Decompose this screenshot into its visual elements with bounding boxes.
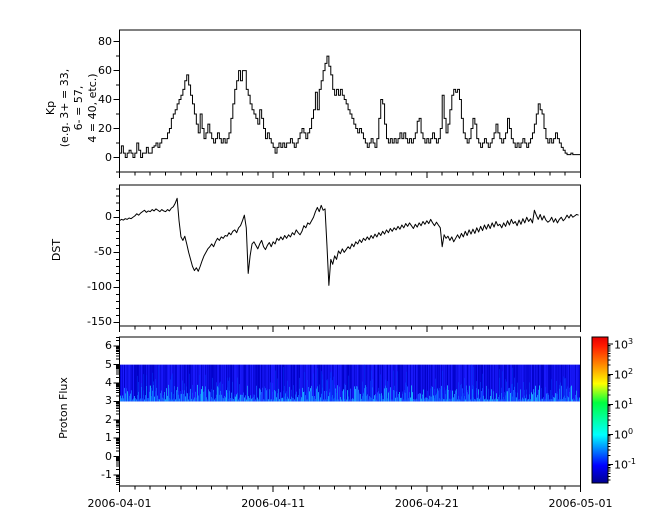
kp-ytick-label: 0 — [105, 150, 112, 164]
proton-ytick-label: -1 — [101, 467, 112, 481]
dst-ytick-label: -50 — [94, 245, 112, 259]
proton-ytick-label: 1 — [105, 431, 112, 445]
dst-ytick-label: -150 — [87, 315, 112, 329]
dst-ytick-label: 0 — [105, 210, 112, 224]
kp-ytick-label: 60 — [98, 63, 112, 77]
kp-axis-label-line1: Kp — [44, 100, 57, 116]
colorbar-tick-label: 101 — [614, 397, 634, 412]
proton-ytick-label: 3 — [105, 394, 112, 408]
x-date-label: 2006-04-01 — [87, 497, 152, 510]
colorbar-tick-label: 100 — [614, 427, 634, 442]
proton-ytick-label: 5 — [105, 357, 112, 371]
colorbar-tick-label: 102 — [614, 367, 634, 382]
proton-ytick-label: 6 — [105, 339, 112, 353]
x-date-label: 2006-05-01 — [548, 497, 613, 510]
kp-ytick-label: 20 — [98, 121, 112, 135]
colorbar-tick-label: 10-1 — [614, 457, 636, 473]
proton-ytick-label: 2 — [105, 412, 112, 426]
kp-ytick-label: 80 — [98, 34, 112, 48]
colorbar-tick-exponent: 2 — [628, 367, 634, 377]
x-date-label: 2006-04-21 — [394, 497, 459, 510]
dst-ytick-label: -100 — [87, 280, 112, 294]
colorbar-tick-exponent: 0 — [628, 427, 634, 437]
proton-ytick-label: 4 — [105, 375, 112, 389]
colorbar-tick-exponent: 3 — [628, 337, 634, 347]
colorbar-tick-exponent: 1 — [628, 397, 634, 407]
colorbar-tick-exponent: -1 — [628, 457, 636, 467]
x-date-label: 2006-04-11 — [241, 497, 306, 510]
colorbar-tick-label: 103 — [614, 337, 634, 352]
proton-ytick-label: 0 — [105, 449, 112, 463]
kp-ytick-label: 40 — [98, 92, 112, 106]
